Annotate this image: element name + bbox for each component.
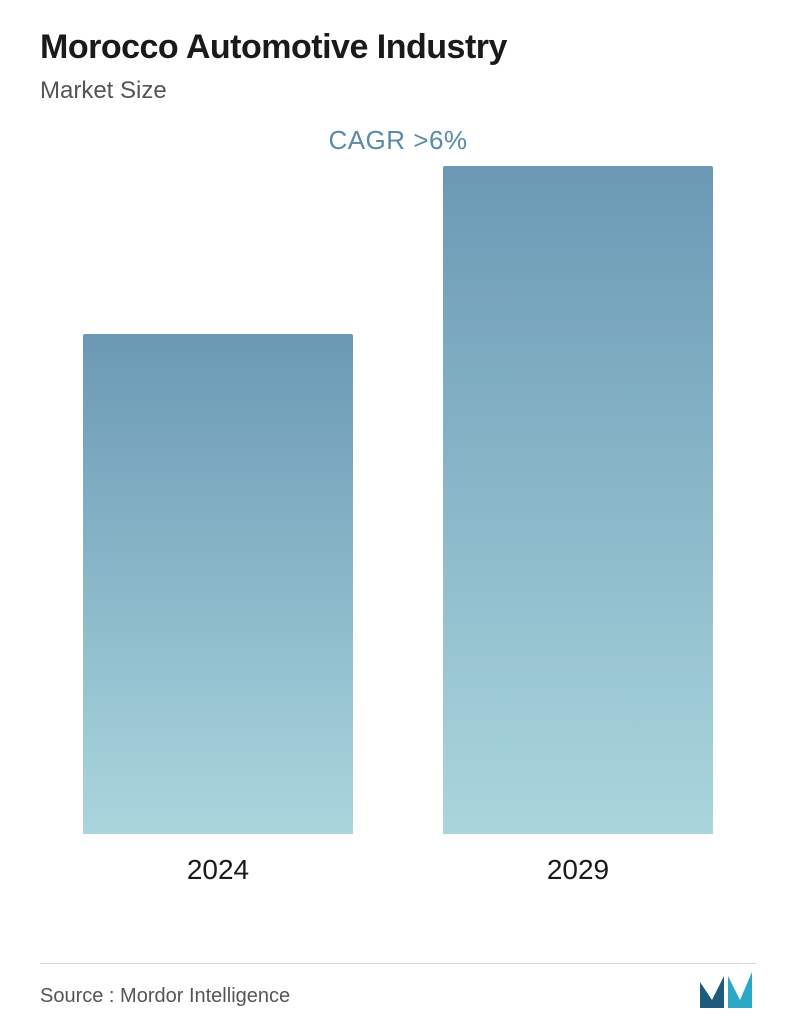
bar-group-2029: 2029	[443, 166, 713, 886]
source-text: Source : Mordor Intelligence	[40, 985, 290, 1008]
mordor-logo-icon	[700, 972, 756, 1008]
bar-2029	[443, 166, 713, 834]
chart-container: Morocco Automotive Industry Market Size …	[0, 0, 796, 1034]
footer: Source : Mordor Intelligence	[40, 972, 756, 1008]
bar-group-2024: 2024	[83, 334, 353, 886]
bar-2024	[83, 334, 353, 834]
page-title: Morocco Automotive Industry	[40, 28, 756, 67]
bar-chart: 2024 2029	[40, 196, 756, 886]
bar-label-2029: 2029	[547, 854, 609, 886]
cagr-label: CAGR >6%	[40, 125, 756, 156]
bar-label-2024: 2024	[187, 854, 249, 886]
page-subtitle: Market Size	[40, 77, 756, 105]
footer-divider	[40, 963, 756, 964]
